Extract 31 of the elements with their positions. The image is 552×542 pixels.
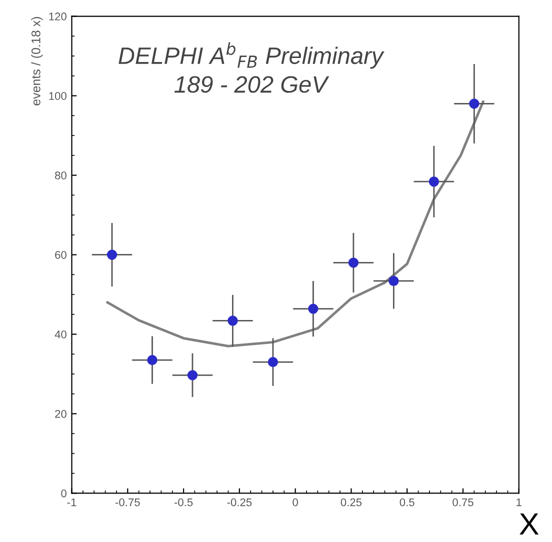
x-tick-label: -0.5: [174, 498, 193, 506]
y-tick-label: 40: [54, 330, 66, 338]
y-tick-label: 120: [49, 12, 66, 20]
point: [428, 176, 440, 187]
x-tick-label: -0.25: [227, 498, 252, 506]
y-tick-label: 0: [61, 489, 66, 498]
point: [348, 258, 359, 268]
x-tick-label: 0.75: [452, 498, 474, 506]
point: [308, 304, 318, 314]
y-tick-label: 80: [55, 172, 66, 180]
point: [187, 370, 198, 380]
x-tick-label: 0.5: [400, 498, 414, 506]
x-tick-label: 1: [516, 498, 522, 506]
point: [469, 98, 480, 109]
point: [147, 354, 158, 366]
text: 189 - 202 GeV: [174, 76, 330, 93]
y-tick-label: 20: [55, 410, 66, 418]
y-axis-title: events / (0.18 x): [31, 17, 43, 106]
point: [268, 356, 278, 368]
point: [388, 276, 399, 286]
x-tick-label: 0: [292, 498, 298, 506]
x-tick-label: -0.75: [115, 498, 140, 506]
x-tick-label: -1: [67, 498, 76, 506]
point: [228, 316, 238, 326]
x-tick-label: 0.25: [340, 498, 362, 506]
text: DELPHI A$^{b}$$_{FB}$ Preliminary: [118, 42, 384, 69]
line-series: [106, 100, 484, 348]
y-tick-label: 60: [55, 251, 66, 259]
point: [106, 250, 118, 260]
y-tick-label: 100: [49, 92, 66, 100]
x-axis-title: X: [520, 513, 539, 535]
